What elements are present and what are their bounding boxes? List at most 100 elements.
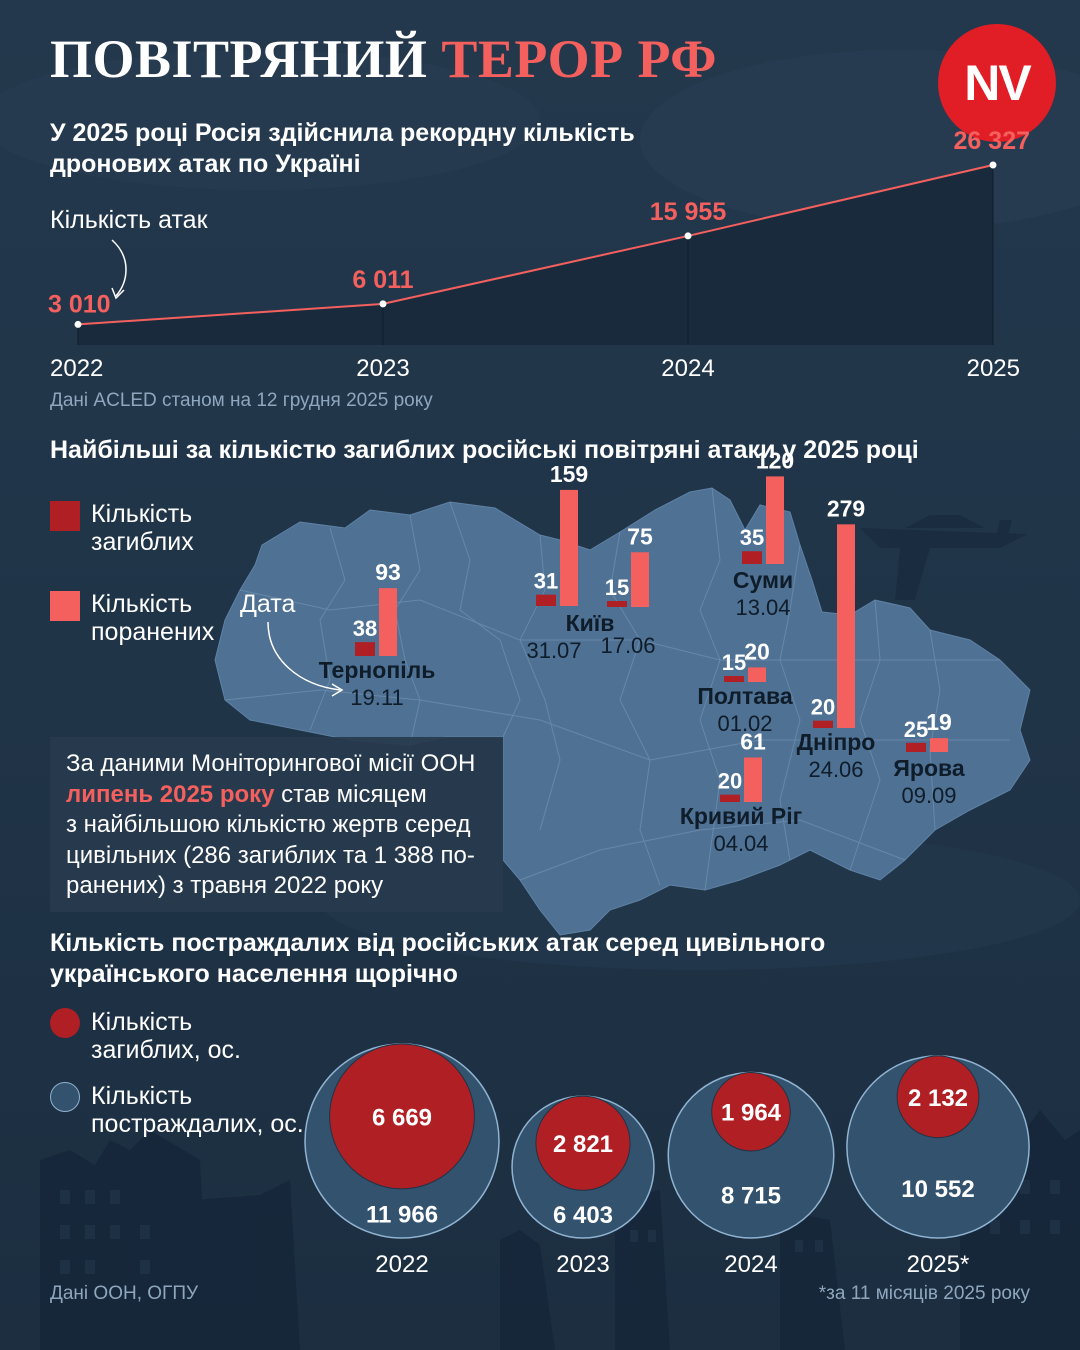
- line-chart-x-tick-2022: 2022: [50, 355, 103, 382]
- injured-value-label-4: 20: [744, 638, 770, 664]
- series-label-arrow: [111, 239, 127, 297]
- line-chart-x-tick-2024: 2024: [661, 355, 714, 382]
- line-chart-value-label-2023: 6 011: [352, 266, 413, 294]
- killed-bar-4: [724, 676, 744, 682]
- killed-value-label-4: 15: [722, 650, 746, 675]
- bubble-year-label-3: 2025*: [907, 1251, 970, 1278]
- line-chart-x-tick-2025: 2025: [967, 355, 1020, 382]
- date-label-2: 17.06: [600, 633, 655, 658]
- title-part-1: ПОВІТРЯНИЙ: [50, 29, 428, 89]
- info-highlight: липень 2025 року: [66, 780, 275, 808]
- date-label-3: 13.04: [735, 595, 790, 620]
- line-chart-area: [78, 165, 993, 345]
- date-callout-arrow: [267, 621, 344, 697]
- deaths-value-label-1: 2 821: [553, 1131, 613, 1158]
- line-chart-title-line-1: У 2025 році Росія здійснила рекордну кіл…: [50, 119, 635, 147]
- un-info-box: За даними Моніторингової місії ООН липен…: [50, 737, 503, 912]
- injured-bar-3: [766, 476, 784, 564]
- page-title: ПОВІТРЯНИЙ ТЕРОР РФ: [50, 28, 717, 90]
- deaths-circle-1: [535, 1095, 631, 1191]
- killed-bar-7: [906, 742, 926, 752]
- line-chart-title-line-2: дронових атак по Україні: [50, 150, 361, 178]
- injured-value-label-7: 19: [926, 709, 952, 735]
- city-label-1: Київ: [566, 610, 615, 636]
- injured-bar-4: [748, 667, 766, 682]
- line-chart-value-label-2022: 3 010: [48, 290, 111, 318]
- victims-value-label-2: 8 715: [721, 1183, 781, 1210]
- bubble-year-label-0: 2022: [375, 1251, 428, 1278]
- victims-value-label-0: 11 966: [366, 1201, 438, 1228]
- date-label-5: 24.06: [808, 757, 863, 782]
- deaths-circle-0: [329, 1043, 475, 1190]
- city-label-7: Ярова: [893, 755, 964, 781]
- line-chart-x-tick-2023: 2023: [356, 355, 409, 382]
- killed-value-label-0: 38: [353, 616, 377, 641]
- city-label-5: Дніпро: [797, 729, 876, 755]
- circle-footnote: *за 11 місяців 2025 року: [818, 1283, 1030, 1304]
- killed-bar-2: [607, 601, 627, 607]
- injured-bar-6: [744, 757, 762, 802]
- killed-bar-0: [355, 642, 375, 656]
- line-chart-series-line: [77, 164, 994, 326]
- injured-value-label-1: 159: [550, 461, 588, 487]
- legend-victims-label: Кількість постраждалих, ос.: [91, 1082, 304, 1138]
- date-label-6: 04.04: [713, 831, 768, 856]
- injured-bar-1: [560, 489, 578, 606]
- killed-bar-1: [536, 594, 556, 606]
- legend-killed-label: Кількість загиблих: [91, 500, 194, 556]
- date-label-0: 19.11: [350, 685, 403, 710]
- circle-title-line-1: Кількість постраждалих від російських ат…: [50, 929, 826, 957]
- bubble-year-label-2: 2024: [724, 1251, 777, 1278]
- injured-bar-7: [930, 738, 948, 752]
- circle-source: Дані ООН, ОГПУ: [50, 1283, 199, 1304]
- killed-value-label-1: 31: [534, 569, 558, 594]
- drone-silhouette: [860, 515, 1028, 600]
- killed-value-label-2: 15: [605, 575, 629, 600]
- killed-value-label-6: 20: [718, 769, 742, 794]
- injured-value-label-5: 279: [827, 495, 865, 521]
- killed-bar-5: [813, 720, 833, 728]
- title-part-2: ТЕРОР РФ: [441, 29, 717, 89]
- killed-value-label-3: 35: [740, 525, 764, 550]
- series-label: Кількість атак: [50, 206, 208, 234]
- line-chart-value-label-2025: 26 327: [954, 127, 1030, 155]
- line-chart-point-2024: [684, 232, 692, 240]
- line-chart-title: У 2025 році Росія здійснила рекордну кіл…: [50, 118, 910, 180]
- killed-bar-6: [720, 794, 740, 802]
- bubble-year-label-1: 2023: [556, 1251, 609, 1278]
- legend-killed-swatch: [50, 501, 80, 531]
- city-label-3: Суми: [733, 567, 793, 593]
- legend-deaths-label: Кількість загиблих, ос.: [91, 1008, 241, 1064]
- line-chart-point-2022: [74, 320, 82, 328]
- injured-value-label-2: 75: [627, 523, 653, 549]
- circle-section-title: Кількість постраждалих від російських ат…: [50, 928, 1050, 990]
- city-label-0: Тернопіль: [319, 657, 436, 683]
- deaths-value-label-2: 1 964: [721, 1100, 782, 1127]
- injured-value-label-6: 61: [740, 728, 766, 754]
- series-label-arrowhead: [111, 287, 125, 300]
- deaths-circle-2: [711, 1071, 791, 1152]
- circle-title-line-2: українського населення щорічно: [50, 960, 458, 988]
- victims-value-label-3: 10 552: [901, 1176, 974, 1203]
- legend-injured-label: Кількість поранених: [91, 590, 215, 646]
- date-callout-label: Дата: [240, 590, 296, 618]
- line-chart-value-label-2024: 15 955: [650, 198, 727, 226]
- map-section-title: Найбільші за кількістю загиблих російськ…: [50, 436, 919, 464]
- un-info-text: За даними Моніторингової місії ООН липен…: [66, 750, 476, 899]
- legend-deaths-swatch: [50, 1008, 80, 1038]
- deaths-value-label-0: 6 669: [372, 1104, 432, 1131]
- oblast-borders: [224, 487, 1010, 891]
- injured-bar-2: [631, 552, 649, 607]
- date-label-4: 01.02: [717, 711, 772, 736]
- city-label-4: Полтава: [697, 683, 793, 709]
- injured-bar-5: [837, 524, 855, 728]
- legend-victims-swatch: [50, 1082, 80, 1112]
- victims-value-label-1: 6 403: [553, 1202, 613, 1229]
- nv-logo: NV: [938, 24, 1056, 142]
- line-chart-point-2023: [379, 300, 387, 308]
- injured-value-label-3: 120: [756, 447, 794, 473]
- killed-bar-3: [742, 551, 762, 564]
